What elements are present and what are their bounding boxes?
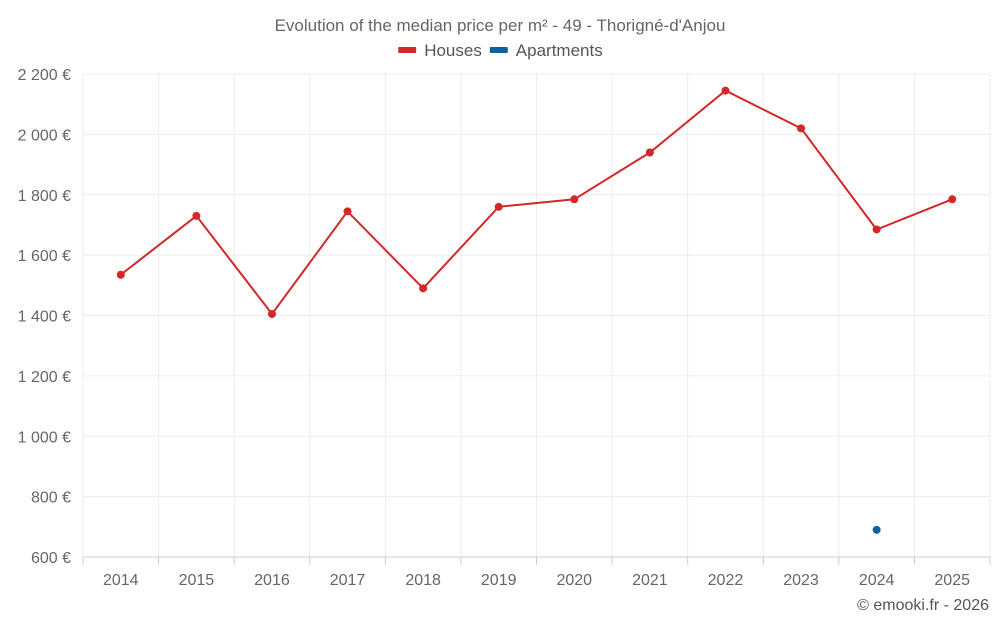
x-axis: 2014 2015 2016 2017 2018 2019 2020 2021 2022 2023…: [82, 556, 991, 589]
y-tick-label: 2 000 €: [18, 127, 71, 144]
houses-point-2018[interactable]: [419, 284, 428, 293]
y-tick-label: 800 €: [31, 490, 71, 507]
houses-legend-label[interactable]: Houses: [424, 41, 482, 60]
houses-point-2017[interactable]: [343, 207, 352, 216]
chart-legend: Houses Apartments: [398, 41, 603, 60]
x-tick-label-2025: 2025: [934, 572, 970, 589]
houses-point-2023[interactable]: [797, 124, 806, 133]
houses-point-2016[interactable]: [267, 309, 276, 318]
apartments-legend-swatch[interactable]: [489, 47, 508, 53]
x-tick-label-2017: 2017: [330, 572, 366, 589]
houses-point-2025[interactable]: [948, 195, 957, 204]
houses-point-2015[interactable]: [192, 211, 201, 220]
y-axis: 600 € 800 € 1 000 € 1 200 € 1 400 € 1 600 € 1 …: [18, 67, 71, 567]
x-tick-label-2019: 2019: [481, 572, 517, 589]
houses-point-2019[interactable]: [494, 202, 503, 211]
x-tick-label-2021: 2021: [632, 572, 668, 589]
houses-legend-swatch[interactable]: [398, 47, 417, 53]
x-tick-label-2022: 2022: [708, 572, 744, 589]
x-tick-label-2024: 2024: [859, 572, 895, 589]
credit-text: © emooki.fr - 2026: [857, 597, 989, 614]
series-layer: [116, 86, 957, 534]
y-tick-label: 1 600 €: [18, 248, 71, 265]
x-tick-label-2020: 2020: [556, 572, 592, 589]
x-tick-label-2015: 2015: [179, 572, 215, 589]
x-tick-label-2023: 2023: [783, 572, 819, 589]
y-tick-label: 1 800 €: [18, 188, 71, 205]
houses-point-2020[interactable]: [570, 195, 579, 204]
y-tick-label: 2 200 €: [18, 67, 71, 84]
apartments-legend-label[interactable]: Apartments: [516, 41, 603, 60]
y-tick-label: 1 400 €: [18, 309, 71, 326]
x-tick-label-2014: 2014: [103, 572, 139, 589]
y-tick-label: 1 000 €: [18, 429, 71, 446]
houses-series-line: [120, 89, 953, 316]
apartments-point-2024[interactable]: [872, 525, 881, 534]
x-tick-label-2016: 2016: [254, 572, 290, 589]
y-tick-label: 1 200 €: [18, 369, 71, 386]
houses-point-2014[interactable]: [116, 270, 125, 279]
chart-title: Evolution of the median price per m² - 4…: [275, 16, 726, 35]
houses-point-2022[interactable]: [721, 86, 730, 95]
houses-point-2024[interactable]: [872, 225, 881, 234]
x-tick-label-2018: 2018: [405, 572, 441, 589]
y-tick-label: 600 €: [31, 550, 71, 567]
houses-point-2021[interactable]: [645, 148, 654, 157]
chart-grid: [82, 73, 991, 558]
